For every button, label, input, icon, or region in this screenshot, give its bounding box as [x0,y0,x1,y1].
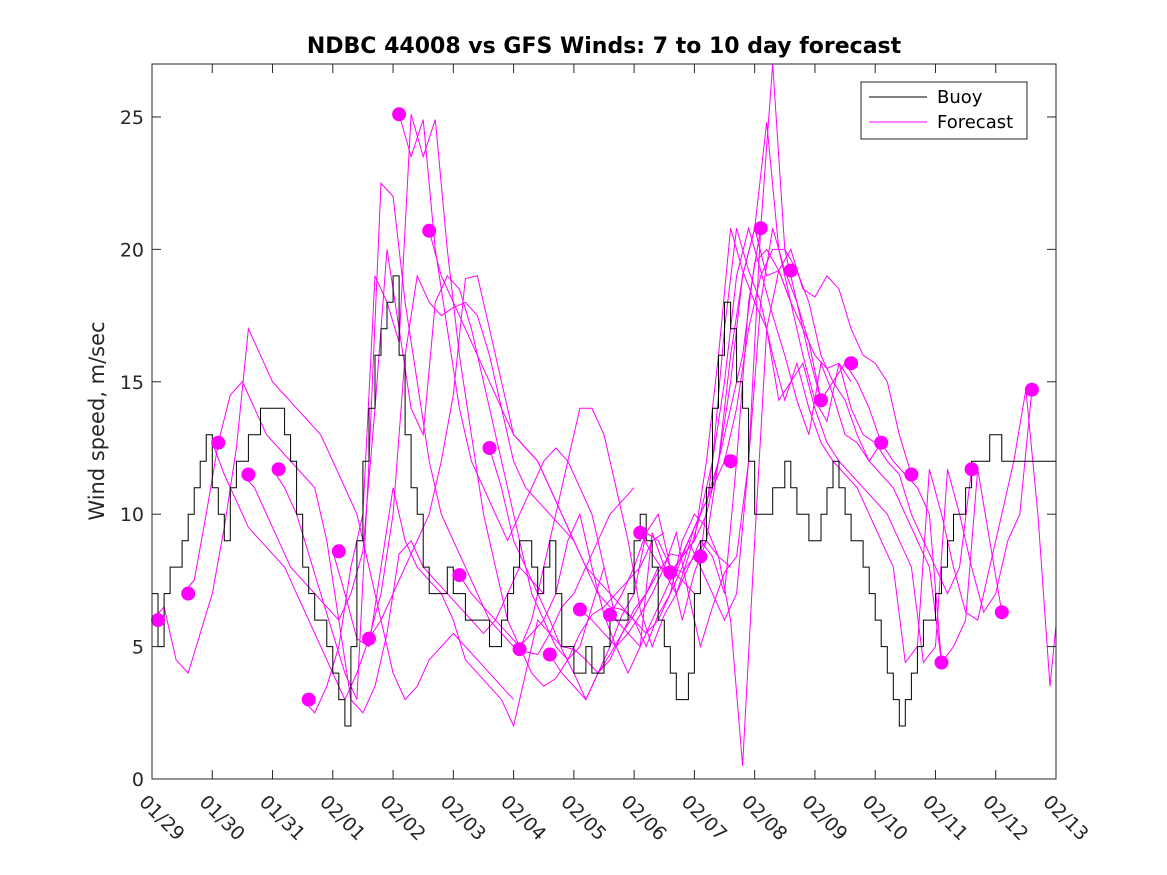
forecast-series [151,63,1057,766]
y-tick-label: 25 [120,107,144,129]
buoy-line [152,275,1056,727]
x-tick-label: 02/01 [315,791,369,845]
forecast-marker [663,565,678,580]
x-tick-label: 02/03 [436,791,490,845]
forecast-marker [874,435,889,450]
plot-frame [151,63,1057,780]
x-tick-label: 02/08 [737,791,791,845]
forecast-marker [211,435,226,450]
forecast-marker [181,586,196,601]
forecast-marker [814,393,828,408]
x-tick-label: 02/06 [617,791,671,845]
forecast-marker [693,549,708,564]
y-tick-label: 20 [120,239,144,261]
x-tick-label: 02/13 [1038,791,1092,845]
x-tick-label: 02/02 [376,791,430,845]
y-tick-label: 5 [132,637,144,659]
legend-box [860,81,1028,140]
forecast-marker [422,223,437,238]
forecast-run-line-6 [332,487,695,728]
forecast-marker [331,544,346,559]
x-tick-label: 02/07 [677,791,731,845]
legend-forecast-label: Forecast [937,112,1013,133]
forecast-marker [151,613,165,628]
forecast-marker [753,221,768,236]
forecast-marker [362,631,376,646]
forecast-marker [241,467,256,482]
x-tick-label: 02/10 [858,791,912,845]
legend: Buoy Forecast [860,81,1028,140]
forecast-marker [452,568,467,583]
forecast-marker [512,642,527,657]
x-tick-label: 02/11 [918,791,972,845]
y-axis-label: Wind speed, m/sec [85,321,109,520]
x-tick-label: 02/04 [496,791,550,845]
chart-title: NDBC 44008 vs GFS Winds: 7 to 10 day for… [307,34,902,59]
forecast-marker [271,462,286,477]
forecast-marker [964,462,979,477]
y-axis: 0 5 10 15 20 25 [120,107,1056,791]
x-tick-label: 01/31 [255,791,309,845]
forecast-marker [603,607,617,622]
forecast-run-line-17 [669,228,1033,664]
x-tick-label: 02/09 [797,791,851,845]
forecast-marker [904,467,919,482]
legend-buoy-label: Buoy [937,87,983,108]
forecast-run-line-9 [428,230,792,648]
forecast-run-line-18 [699,228,1057,687]
forecast-marker [392,107,407,122]
x-tick-label: 01/29 [134,791,188,845]
x-tick-label: 02/12 [978,791,1032,845]
buoy-series [152,275,1056,727]
forecast-marker [783,263,798,278]
forecast-marker [301,692,316,707]
forecast-run-line-1 [181,380,545,714]
y-tick-label: 10 [120,504,144,526]
forecast-marker [723,454,738,469]
forecast-run-line-0 [151,326,514,701]
forecast-marker [1024,382,1039,397]
y-tick-label: 15 [120,372,144,394]
forecast-marker [542,647,557,662]
x-tick-label: 02/05 [556,791,610,845]
forecast-marker [482,441,497,455]
forecast-marker [844,356,859,371]
forecast-marker [934,655,949,670]
forecast-run-line-4 [272,181,635,700]
forecast-marker [633,525,648,540]
x-tick-label: 01/30 [195,791,249,845]
forecast-markers [151,107,1039,707]
y-tick-label: 0 [132,769,144,791]
forecast-marker [572,602,587,617]
forecast-marker [994,605,1009,620]
forecast-run-line-2 [211,274,575,701]
